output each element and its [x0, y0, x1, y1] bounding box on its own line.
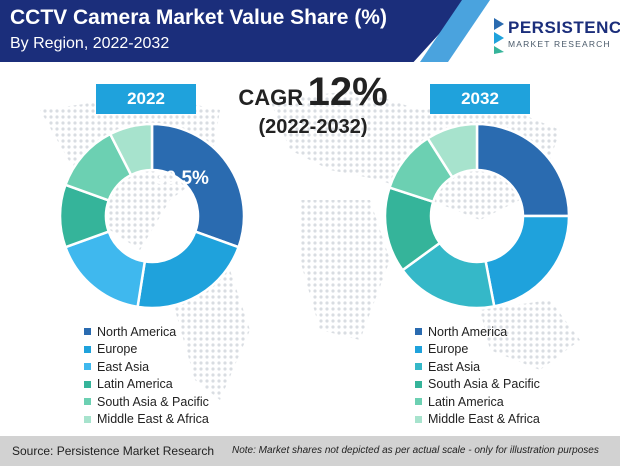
- legend-label: East Asia: [428, 359, 481, 374]
- legend-item-east-asia: East Asia: [84, 358, 209, 376]
- legend-swatch: [415, 380, 422, 388]
- legend-label: Latin America: [97, 377, 173, 392]
- legend-label: Middle East & Africa: [97, 412, 209, 427]
- slice-europe: [136, 229, 241, 310]
- slice-north-america: [150, 122, 246, 249]
- legend-item-south-asia-and-pacific: South Asia & Pacific: [415, 376, 540, 394]
- legend-2022: North America Europe East Asia Latin Americ…: [84, 323, 209, 428]
- cagr-headline: CAGR 12%: [238, 70, 388, 115]
- legend-label: Latin America: [428, 394, 504, 409]
- donut-chart-2032: [383, 122, 571, 310]
- logo-subtitle: MARKET RESEARCH: [508, 39, 611, 49]
- slice-europe: [484, 214, 571, 308]
- legend-label: North America: [428, 324, 508, 339]
- footer-bar: Source: Persistence Market Research Note…: [0, 436, 620, 466]
- legend-swatch: [415, 345, 422, 353]
- legend-label: North America: [97, 324, 177, 339]
- legend-item-middle-east-and-africa: Middle East & Africa: [415, 411, 540, 429]
- legend-swatch: [415, 363, 422, 371]
- legend-swatch: [84, 345, 91, 353]
- logo-mark-icon: [494, 18, 504, 54]
- legend-item-middle-east-and-africa: Middle East & Africa: [84, 411, 209, 429]
- page-title: CCTV Camera Market Value Share (%): [10, 6, 387, 29]
- persistence-logo: PERSISTENCE MARKET RESEARCH: [492, 10, 620, 58]
- legend-item-europe: Europe: [84, 341, 209, 359]
- source-text: Source: Persistence Market Research: [12, 444, 215, 458]
- legend-swatch: [84, 398, 91, 406]
- legend-swatch: [84, 415, 91, 423]
- cagr-label: CAGR: [238, 85, 304, 110]
- legend-swatch: [415, 415, 422, 423]
- legend-label: East Asia: [97, 359, 150, 374]
- legend-label: Middle East & Africa: [428, 412, 540, 427]
- legend-2032: North America Europe East Asia South Asia &…: [415, 323, 540, 428]
- donut-chart-2022: 30.5%: [58, 122, 246, 310]
- cagr-period: (2022-2032): [258, 116, 368, 138]
- data-label-north-america: 30.5%: [155, 168, 209, 189]
- slice-middle-east-and-africa: [425, 122, 479, 179]
- year-tab-2032: 2032: [430, 84, 530, 114]
- page-subtitle: By Region, 2022-2032: [10, 35, 170, 52]
- legend-swatch: [84, 380, 91, 388]
- slice-north-america: [475, 122, 571, 218]
- footnote-text: Note: Market shares not depicted as per …: [232, 445, 599, 456]
- legend-swatch: [415, 328, 422, 336]
- year-tab-2022: 2022: [96, 84, 196, 114]
- legend-item-north-america: North America: [415, 323, 540, 341]
- legend-swatch: [84, 328, 91, 336]
- legend-label: Europe: [428, 342, 469, 357]
- logo-name: PERSISTENCE: [508, 18, 620, 37]
- header-banner: [0, 0, 470, 62]
- slice-middle-east-and-africa: [108, 122, 154, 177]
- legend-item-latin-america: Latin America: [415, 393, 540, 411]
- legend-label: South Asia & Pacific: [97, 394, 209, 409]
- legend-item-south-asia-and-pacific: South Asia & Pacific: [84, 393, 209, 411]
- legend-swatch: [415, 398, 422, 406]
- legend-item-latin-america: Latin America: [84, 376, 209, 394]
- legend-swatch: [84, 363, 91, 371]
- cagr-value: 12%: [307, 70, 388, 114]
- legend-label: Europe: [97, 342, 138, 357]
- legend-item-europe: Europe: [415, 341, 540, 359]
- legend-item-east-asia: East Asia: [415, 358, 540, 376]
- legend-item-north-america: North America: [84, 323, 209, 341]
- legend-label: South Asia & Pacific: [428, 377, 540, 392]
